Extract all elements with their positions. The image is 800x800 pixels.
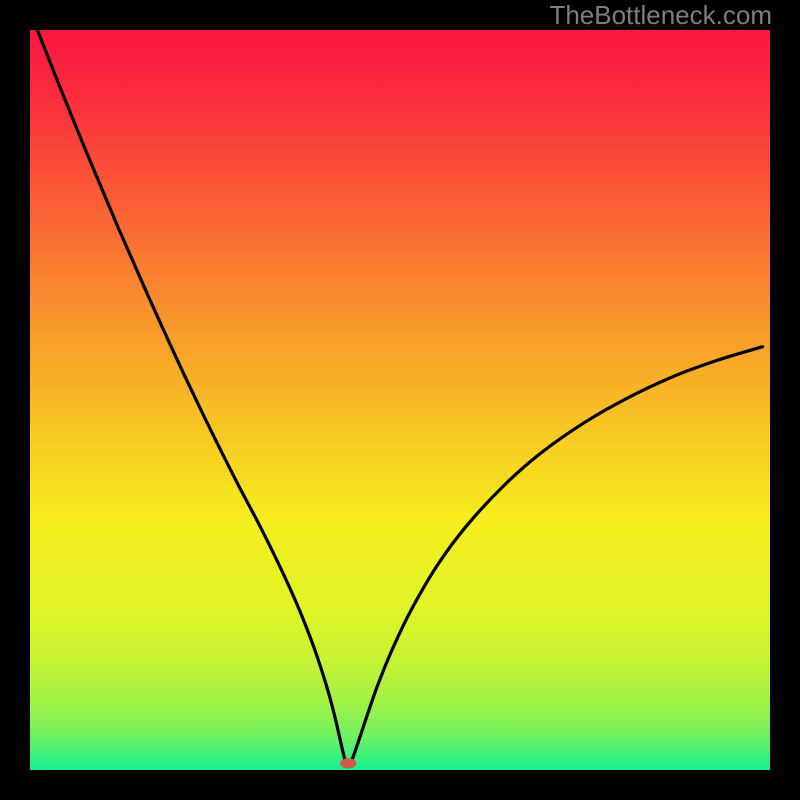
curve-right-branch bbox=[349, 347, 762, 766]
frame-border bbox=[770, 0, 800, 800]
frame-border bbox=[0, 770, 800, 800]
minimum-marker bbox=[340, 758, 356, 768]
watermark-text: TheBottleneck.com bbox=[549, 0, 772, 31]
frame-border bbox=[0, 0, 30, 800]
chart-svg bbox=[30, 30, 770, 770]
plot-area bbox=[30, 30, 770, 770]
curve-left-branch bbox=[37, 30, 347, 766]
